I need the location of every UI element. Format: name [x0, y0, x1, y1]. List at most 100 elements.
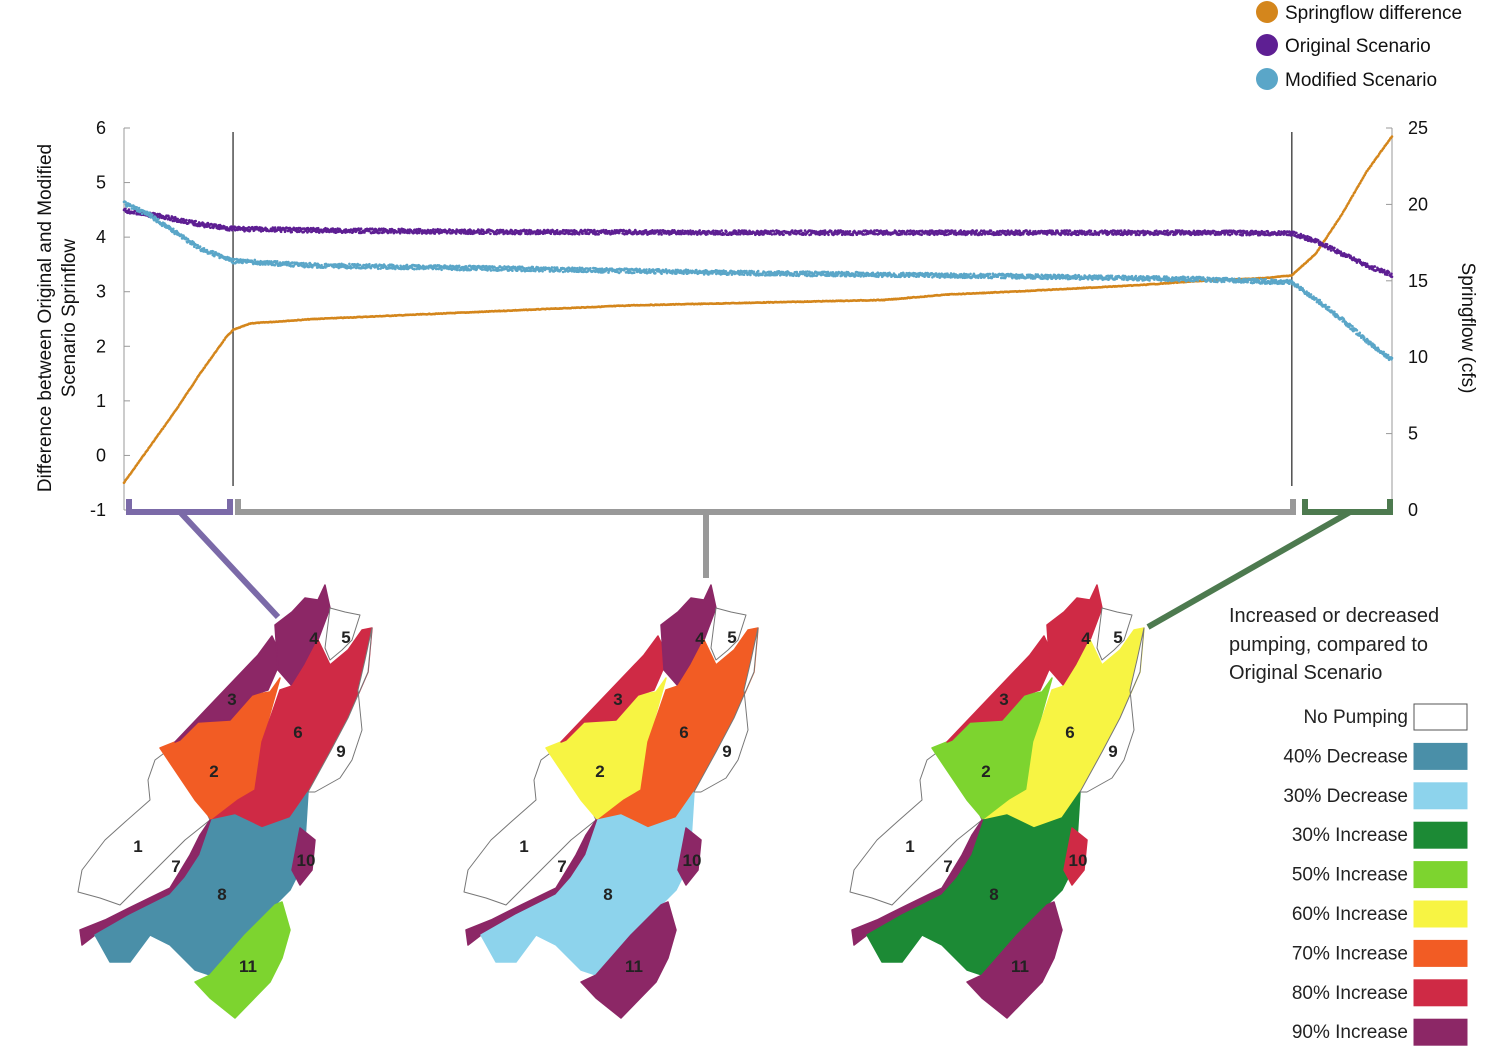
data-point	[1205, 232, 1208, 236]
data-point	[550, 266, 554, 269]
data-point	[720, 229, 723, 232]
data-point	[440, 268, 443, 272]
data-point	[143, 209, 146, 213]
data-point	[1317, 239, 1320, 242]
data-point	[706, 232, 709, 236]
data-point	[629, 230, 632, 233]
data-point	[791, 229, 794, 232]
data-point	[660, 233, 663, 236]
left-tick-label: 1	[96, 391, 106, 411]
data-point	[1028, 229, 1032, 233]
data-point	[874, 232, 878, 236]
data-point	[975, 229, 979, 232]
data-point	[273, 226, 277, 229]
data-point	[124, 207, 127, 211]
data-point	[725, 230, 728, 234]
series-legend: Springflow difference Original Scenario …	[1256, 1, 1462, 91]
data-point	[130, 207, 134, 210]
data-point	[1390, 275, 1394, 279]
data-point	[736, 232, 740, 236]
data-point	[454, 232, 458, 235]
data-point	[1373, 265, 1377, 268]
data-point	[1097, 233, 1101, 237]
data-point	[1155, 229, 1158, 232]
data-point	[307, 265, 311, 269]
data-point	[905, 233, 908, 236]
data-point	[154, 216, 157, 219]
data-point	[1082, 230, 1086, 233]
data-point	[851, 233, 855, 237]
data-point	[778, 233, 781, 236]
data-point	[489, 232, 492, 236]
data-point	[681, 229, 684, 232]
data-point	[1178, 229, 1182, 233]
period-dividers	[232, 132, 1293, 486]
data-point	[837, 229, 840, 232]
data-point	[1385, 273, 1389, 277]
data-point	[770, 233, 774, 236]
data-point	[278, 226, 282, 229]
data-point	[290, 230, 294, 234]
data-point	[573, 232, 577, 236]
data-point	[127, 208, 131, 211]
data-point	[658, 229, 662, 232]
data-point	[581, 232, 584, 235]
data-point	[873, 229, 876, 232]
data-point	[818, 233, 821, 237]
data-point	[1203, 229, 1207, 233]
data-point	[469, 232, 472, 235]
data-point	[541, 270, 544, 273]
data-point	[846, 230, 849, 233]
data-point	[171, 219, 175, 223]
data-point	[1114, 229, 1117, 233]
data-point	[432, 228, 435, 231]
data-point	[194, 219, 197, 223]
data-point	[378, 231, 381, 235]
data-point	[156, 217, 160, 221]
data-point	[772, 230, 776, 233]
data-point	[135, 206, 138, 209]
data-point	[185, 218, 188, 222]
right-tick-label: 15	[1408, 271, 1428, 291]
data-point	[164, 216, 168, 220]
data-point	[1228, 233, 1232, 237]
data-point	[902, 230, 906, 233]
data-point	[529, 269, 533, 273]
data-point	[376, 229, 380, 232]
data-point	[376, 267, 380, 271]
data-point	[489, 269, 493, 272]
data-point	[137, 206, 141, 210]
data-point	[348, 262, 351, 266]
data-point	[571, 232, 574, 236]
data-point	[1288, 230, 1291, 233]
data-point	[668, 233, 671, 236]
left-tick-label: 6	[96, 118, 106, 138]
data-point	[997, 233, 1001, 236]
data-point	[172, 227, 175, 231]
data-point	[302, 230, 306, 233]
data-point	[332, 265, 336, 269]
data-point	[798, 232, 801, 236]
data-point	[555, 228, 559, 232]
left-tick-label: 2	[96, 336, 106, 356]
right-tick-label: 5	[1408, 424, 1418, 444]
data-point	[459, 232, 463, 235]
data-point	[1390, 272, 1393, 276]
data-point	[405, 263, 409, 267]
data-point	[1329, 249, 1333, 252]
legend-label-modified-scenario: Modified Scenario	[1285, 70, 1437, 91]
data-point	[1390, 135, 1394, 138]
right-tick-label: 25	[1408, 118, 1428, 138]
data-point	[315, 230, 319, 233]
data-point	[310, 230, 314, 233]
legend-marker-springflow-difference	[1256, 1, 1278, 23]
data-point	[433, 232, 437, 235]
legend-label-original-scenario: Original Scenario	[1285, 36, 1431, 57]
data-point	[938, 229, 941, 232]
left-tick-label: -1	[90, 500, 106, 520]
data-point	[959, 229, 962, 232]
data-point	[577, 233, 581, 236]
data-point	[698, 229, 701, 232]
data-point	[1123, 229, 1126, 232]
